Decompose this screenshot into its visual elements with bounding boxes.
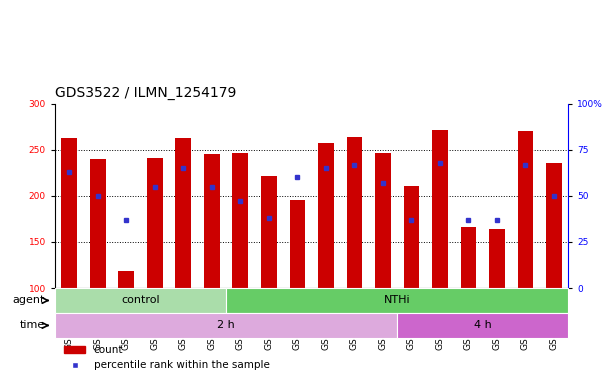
Bar <box>55 313 397 338</box>
Bar <box>290 200 306 288</box>
Text: GDS3522 / ILMN_1254179: GDS3522 / ILMN_1254179 <box>55 86 236 100</box>
Bar <box>147 158 163 288</box>
Text: agent: agent <box>12 295 45 306</box>
Bar <box>90 159 106 288</box>
Bar <box>432 131 448 288</box>
Legend: count, percentile rank within the sample: count, percentile rank within the sample <box>60 341 274 374</box>
Bar <box>546 163 562 288</box>
Text: control: control <box>121 295 160 306</box>
Bar <box>226 288 568 313</box>
Bar <box>232 154 248 288</box>
Bar <box>261 175 277 288</box>
Text: NTHi: NTHi <box>384 295 411 306</box>
Bar <box>397 313 568 338</box>
Bar <box>489 229 505 288</box>
Bar <box>61 138 77 288</box>
Bar <box>461 227 477 288</box>
Bar <box>119 271 134 288</box>
Bar <box>55 288 226 313</box>
Bar <box>403 186 419 288</box>
Text: time: time <box>20 320 45 331</box>
Bar <box>375 154 391 288</box>
Text: 2 h: 2 h <box>217 320 235 331</box>
Bar <box>346 137 362 288</box>
Bar <box>175 138 191 288</box>
Bar <box>318 143 334 288</box>
Bar <box>204 154 219 288</box>
Bar <box>518 131 533 288</box>
Text: 4 h: 4 h <box>474 320 492 331</box>
